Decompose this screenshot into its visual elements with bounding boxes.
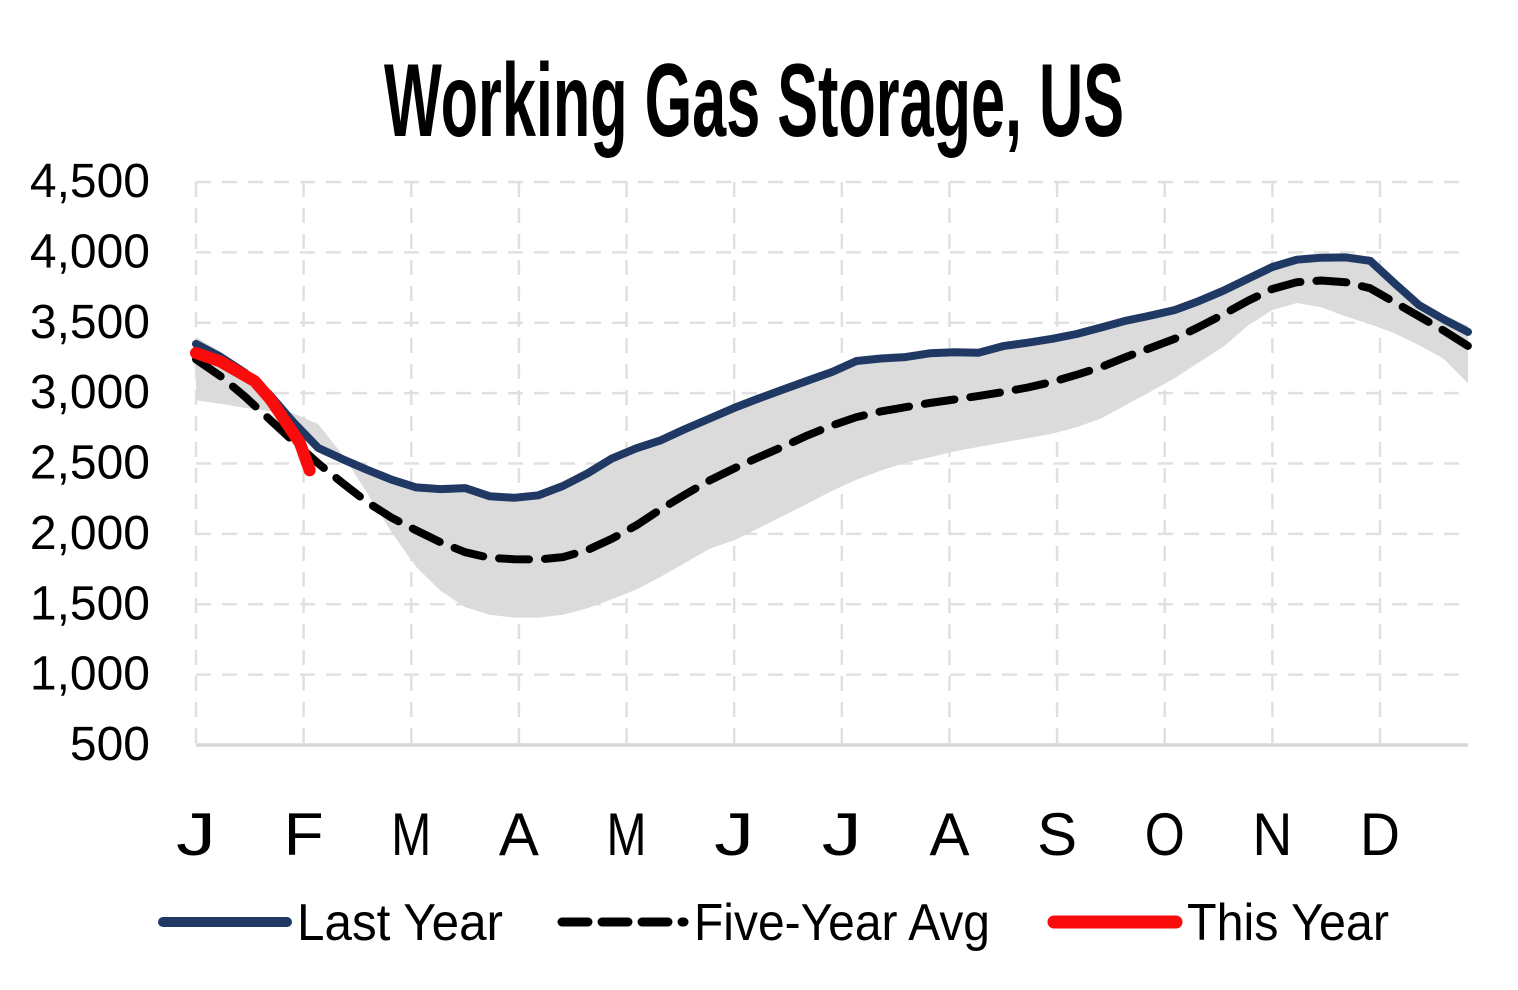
axis-labels: 4,500 4,000 3,500 3,000 2,500 2,000 1,500 1,000… [30,155,1400,868]
five-year-avg-line [192,276,1472,564]
gridlines [194,180,1468,747]
x-tick-label: M [391,801,431,868]
legend-label-last-year: Last Year [297,894,503,952]
x-tick-label: A [929,801,969,868]
y-tick-label: 3,000 [30,366,150,419]
x-tick-label: D [1360,801,1400,868]
y-tick-label: 2,000 [30,507,150,560]
y-tick-label: 2,500 [30,437,150,490]
y-tick-label: 1,500 [30,577,150,630]
legend-label-five-year-avg: Five-Year Avg [694,894,990,952]
x-tick-label: J [822,801,862,868]
x-tick-label: M [607,801,647,868]
five-year-range-band [196,258,1468,618]
y-tick-label: 4,000 [30,225,150,278]
chart-title: Working Gas Storage, US [384,43,1124,159]
this-year-line [190,347,316,477]
x-tick-label: S [1037,801,1077,868]
legend-label-this-year: This Year [1187,894,1389,952]
x-tick-label: A [499,801,539,868]
y-tick-label: 3,500 [30,296,150,349]
y-tick-label: 4,500 [30,155,150,208]
five-year-range-area [196,258,1468,618]
x-tick-label: O [1145,801,1185,868]
legend: Last Year Five-Year Avg This Year [158,894,1389,952]
x-tick-label: J [714,801,754,868]
series-layer [190,253,1472,564]
x-tick-label: J [176,801,216,868]
x-tick-label: N [1252,801,1292,868]
y-tick-label: 1,000 [30,648,150,701]
last-year-line [192,253,1472,502]
x-tick-label: F [284,801,324,868]
y-tick-label: 500 [70,718,150,771]
